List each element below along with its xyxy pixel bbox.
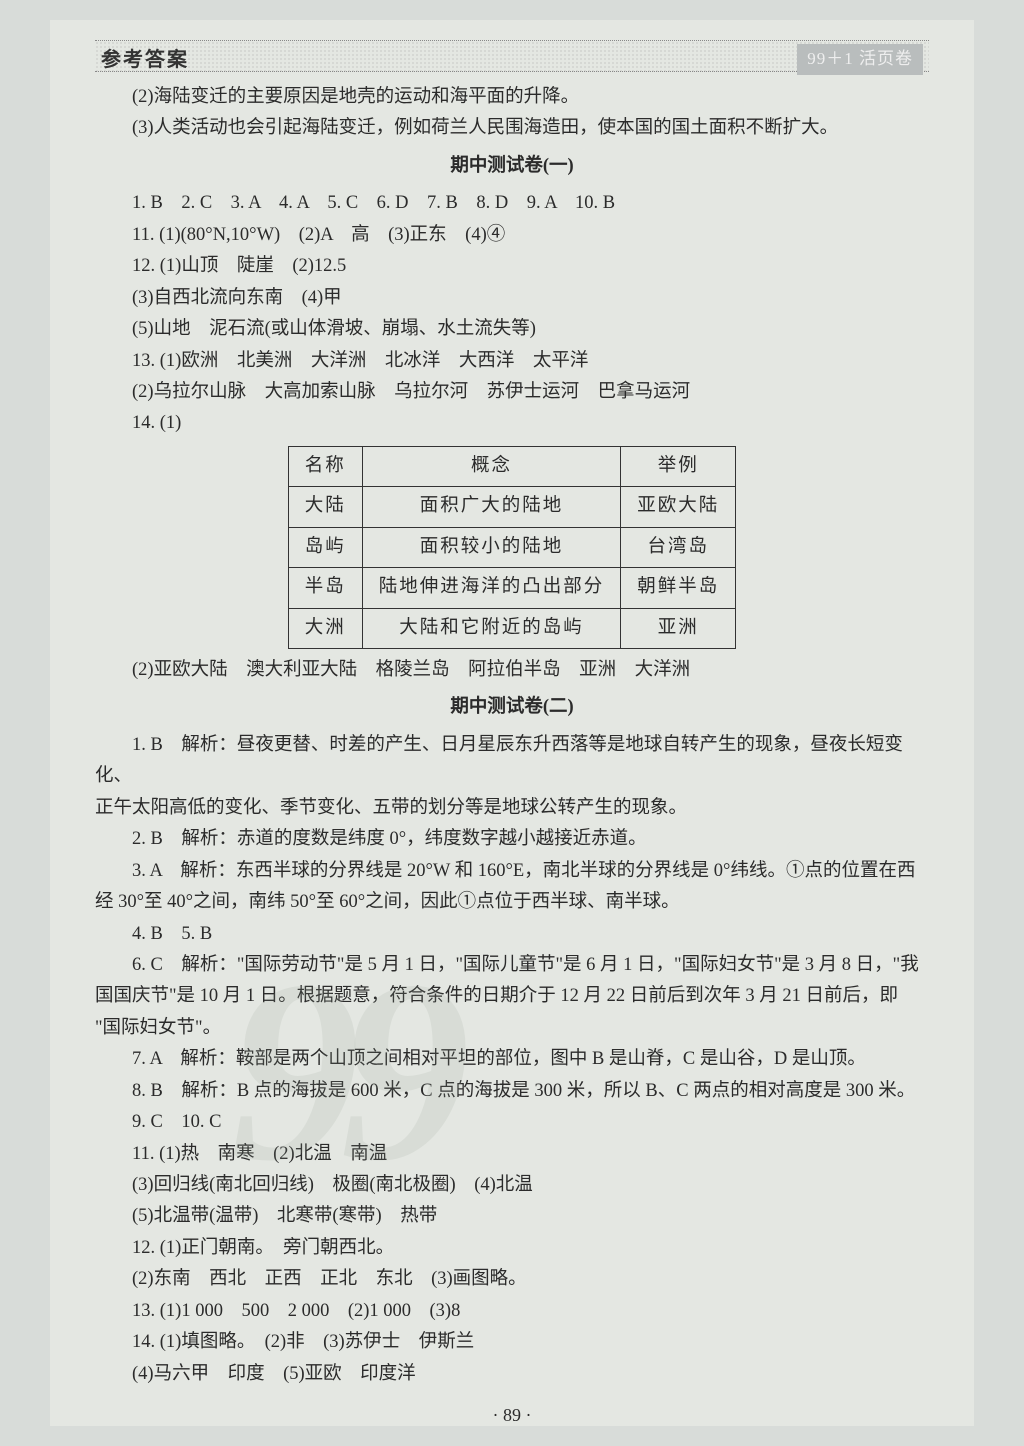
section1-line: (5)山地 泥石流(或山体滑坡、崩塌、水土流失等) [95, 314, 929, 345]
section2-line: 14. (1)填图略。 (2)非 (3)苏伊士 伊斯兰 [95, 1327, 929, 1358]
section2-line: 1. B 解析：昼夜更替、时差的产生、日月星辰东升西落等是地球自转产生的现象，昼… [95, 730, 929, 793]
table-cell: 陆地伸进海洋的凸出部分 [362, 568, 621, 608]
section2-line: 11. (1)热 南寒 (2)北温 南温 [95, 1139, 929, 1170]
table-header-cell: 名称 [288, 446, 362, 486]
section2-line: 12. (1)正门朝南。 旁门朝西北。 [95, 1233, 929, 1264]
intro-line: (2)海陆变迁的主要原因是地壳的运动和海平面的升降。 [95, 82, 929, 113]
section2-line: 3. A 解析：东西半球的分界线是 20°W 和 160°E，南北半球的分界线是… [95, 856, 929, 887]
table-row: 大陆面积广大的陆地亚欧大陆 [288, 487, 736, 527]
table-cell: 亚欧大陆 [621, 487, 736, 527]
section2-block: 1. B 解析：昼夜更替、时差的产生、日月星辰东升西落等是地球自转产生的现象，昼… [95, 730, 929, 1390]
section1-line: (2)乌拉尔山脉 大高加索山脉 乌拉尔河 苏伊士运河 巴拿马运河 [95, 377, 929, 408]
section2-line: 经 30°至 40°之间，南纬 50°至 60°之间，因此①点位于西半球、南半球… [95, 887, 929, 918]
table-cell: 面积广大的陆地 [362, 487, 621, 527]
section2-line: 2. B 解析：赤道的度数是纬度 0°，纬度数字越小越接近赤道。 [95, 824, 929, 855]
page: 参考答案 99＋1 活页卷 (2)海陆变迁的主要原因是地壳的运动和海平面的升降。… [50, 20, 974, 1426]
section1-line: 11. (1)(80°N,10°W) (2)A 高 (3)正东 (4)④ [95, 220, 929, 251]
section1-line: 14. (1) [95, 408, 929, 439]
section2-line: 8. B 解析：B 点的海拔是 600 米，C 点的海拔是 300 米，所以 B… [95, 1076, 929, 1107]
section2-line: (4)马六甲 印度 (5)亚欧 印度洋 [95, 1359, 929, 1390]
after-table-line: (2)亚欧大陆 澳大利亚大陆 格陵兰岛 阿拉伯半岛 亚洲 大洋洲 [95, 655, 929, 686]
section1-title: 期中测试卷(一) [95, 151, 929, 182]
table-cell: 半岛 [288, 568, 362, 608]
section2-line: (3)回归线(南北回归线) 极圈(南北极圈) (4)北温 [95, 1170, 929, 1201]
table-cell: 大洲 [288, 608, 362, 648]
table-row: 岛屿面积较小的陆地台湾岛 [288, 527, 736, 567]
header-left-title: 参考答案 [101, 43, 189, 77]
section1-line: 12. (1)山顶 陡崖 (2)12.5 [95, 251, 929, 282]
table-cell: 台湾岛 [621, 527, 736, 567]
section1-line: 1. B 2. C 3. A 4. A 5. C 6. D 7. B 8. D … [95, 188, 929, 219]
page-number: · 89 · [95, 1400, 929, 1431]
section2-line: (2)东南 西北 正西 正北 东北 (3)画图略。 [95, 1264, 929, 1295]
concept-table: 名称概念举例 大陆面积广大的陆地亚欧大陆岛屿面积较小的陆地台湾岛半岛陆地伸进海洋… [288, 446, 737, 649]
section1-line: 13. (1)欧洲 北美洲 大洋洲 北冰洋 大西洋 太平洋 [95, 346, 929, 377]
table-header-cell: 举例 [621, 446, 736, 486]
section1-block: 1. B 2. C 3. A 4. A 5. C 6. D 7. B 8. D … [95, 188, 929, 440]
section2-line: 4. B 5. B [95, 919, 929, 950]
section2-line: 9. C 10. C [95, 1107, 929, 1138]
intro-line: (3)人类活动也会引起海陆变迁，例如荷兰人民围海造田，使本国的国土面积不断扩大。 [95, 113, 929, 144]
section2-line: 13. (1)1 000 500 2 000 (2)1 000 (3)8 [95, 1296, 929, 1327]
section1-line: (3)自西北流向东南 (4)甲 [95, 283, 929, 314]
table-cell: 大陆和它附近的岛屿 [362, 608, 621, 648]
intro-block: (2)海陆变迁的主要原因是地壳的运动和海平面的升降。(3)人类活动也会引起海陆变… [95, 82, 929, 145]
section2-line: 7. A 解析：鞍部是两个山顶之间相对平坦的部位，图中 B 是山脊，C 是山谷，… [95, 1044, 929, 1075]
section2-line: "国际妇女节"。 [95, 1013, 929, 1044]
section2-line: 正午太阳高低的变化、季节变化、五带的划分等是地球公转产生的现象。 [95, 793, 929, 824]
table-cell: 面积较小的陆地 [362, 527, 621, 567]
table-cell: 朝鲜半岛 [621, 568, 736, 608]
table-row: 半岛陆地伸进海洋的凸出部分朝鲜半岛 [288, 568, 736, 608]
section2-line: 国国庆节"是 10 月 1 日。根据题意，符合条件的日期介于 12 月 22 日… [95, 981, 929, 1012]
table-cell: 大陆 [288, 487, 362, 527]
table-cell: 岛屿 [288, 527, 362, 567]
table-cell: 亚洲 [621, 608, 736, 648]
section2-title: 期中测试卷(二) [95, 692, 929, 723]
table-row: 大洲大陆和它附近的岛屿亚洲 [288, 608, 736, 648]
header-right-badge: 99＋1 活页卷 [797, 44, 923, 75]
header-bar: 参考答案 99＋1 活页卷 [95, 40, 929, 72]
table-header-cell: 概念 [362, 446, 621, 486]
section2-line: (5)北温带(温带) 北寒带(寒带) 热带 [95, 1201, 929, 1232]
section2-line: 6. C 解析："国际劳动节"是 5 月 1 日，"国际儿童节"是 6 月 1 … [95, 950, 929, 981]
